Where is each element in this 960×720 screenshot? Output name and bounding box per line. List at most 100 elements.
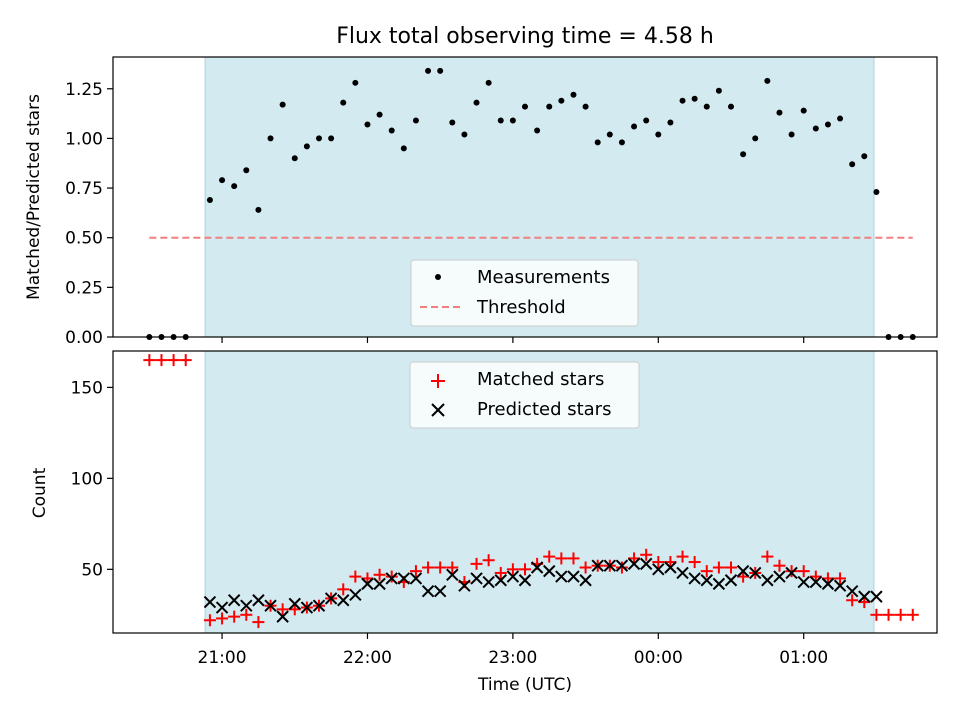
y-tick-label: 0.50 [65,229,103,249]
predicted-star-point [276,610,289,623]
top-y-axis-label: Matched/Predicted stars [24,94,44,300]
measurement-point [691,95,698,102]
predicted-star-point [845,584,859,598]
matched-star-point [664,556,677,569]
x-tick-label: 01:00 [779,648,828,668]
measurement-point [412,117,419,124]
matched-star-point [288,603,301,616]
measurement-point [837,115,844,122]
top-legend: Measurements Threshold [410,259,639,327]
predicted-star-point [446,568,459,581]
matched-star-point [785,565,798,578]
matched-star-point [252,616,265,629]
matched-star-point [519,563,531,576]
y-tick-label: 150 [71,378,103,398]
y-tick-label: 0.00 [65,328,103,348]
top-axes-frame [112,56,938,338]
predicted-star-point [724,574,738,587]
predicted-star-point [385,572,398,585]
y-tick-label: 100 [71,469,103,489]
matched-star-point [773,559,786,572]
measurement-point [752,135,759,142]
y-tick-label: 0.75 [65,179,103,199]
matched-star-point [579,561,592,574]
bottom-x-ticks: 21:00 22:00 23:00 00:00 01:00 [198,633,828,668]
predicted-star-point [470,572,483,585]
matched-star-point [155,354,168,367]
measurement-point [534,127,541,134]
measurement-point [849,161,856,168]
predicted-star-point [700,574,713,587]
bottom-axes-frame [112,350,938,634]
matched-star-point [240,608,253,621]
predicted-star-point [664,561,677,574]
predicted-star-point [870,590,883,603]
top-panel: 0.00 0.25 0.50 0.75 1.00 1.25 Matched/Predict… [24,56,938,348]
predicted-star-point [409,572,423,585]
measurement-point [473,99,480,106]
measurement-point [715,87,722,94]
x-tick-label: 21:00 [198,648,247,668]
predicted-star-point [785,566,798,580]
measurement-point [279,101,286,108]
predicted-star-point [652,563,665,576]
matched-legend-label: Matched stars [477,369,604,390]
measurement-point [594,139,601,146]
predicted-star-point [337,594,350,607]
chart-title: Flux total observing time = 4.58 h [336,24,714,49]
predicted-star-point [615,559,629,572]
matched-star-point [276,603,289,616]
bottom-legend-box [409,361,640,429]
measurement-point [740,151,747,158]
measurement-points [146,67,916,340]
top-y-ticks: 0.00 0.25 0.50 0.75 1.00 1.25 [65,80,113,348]
predicted-star-point [397,572,411,585]
threshold-legend-label: Threshold [476,297,566,318]
matched-star-point [143,354,156,367]
predicted-star-point [421,584,435,598]
measurement-point [388,127,395,134]
x-axis-label: Time (UTC) [477,675,572,695]
matched-star-point [482,554,495,567]
measurement-point [243,167,250,174]
predicted-star-point [494,574,507,587]
predicted-star-point [639,557,653,571]
matched-star-point [555,552,568,565]
measurement-point [643,117,650,124]
measurement-point [340,99,347,106]
predicted-star-point [712,577,726,591]
matched-star-point [628,552,641,565]
measurements-legend-marker [435,274,441,280]
y-tick-label: 0.25 [65,278,103,298]
y-tick-label: 1.25 [65,80,103,100]
matched-star-point [640,548,653,561]
top-x-ticks [221,337,805,343]
measurement-point [800,107,807,114]
measurement-point [206,196,213,203]
predicted-star-point [858,590,871,603]
matched-star-point [179,354,192,367]
measurement-point [219,177,226,184]
measurement-point [606,131,613,138]
measurement-point [546,103,553,110]
matched-star-point [373,568,386,581]
measurement-point [522,103,528,110]
predicted-star-point [203,595,217,609]
bottom-y-axis-label: Count [30,467,50,518]
predicted-star-point [506,570,520,583]
matched-star-point [870,608,883,621]
predicted-star-point [676,566,689,580]
predicted-legend-label: Predicted stars [477,399,611,420]
predicted-star-point [736,564,750,578]
measurement-point [667,119,674,126]
matched-legend-marker [431,374,445,388]
measurement-point [812,125,819,132]
predicted-star-point [688,572,701,585]
predicted-star-point [300,601,314,614]
predicted-star-point [821,577,835,591]
predicted-star-point [809,575,823,589]
matched-star-point [688,556,701,569]
measurement-point [764,77,771,84]
predicted-star-point [567,570,580,583]
